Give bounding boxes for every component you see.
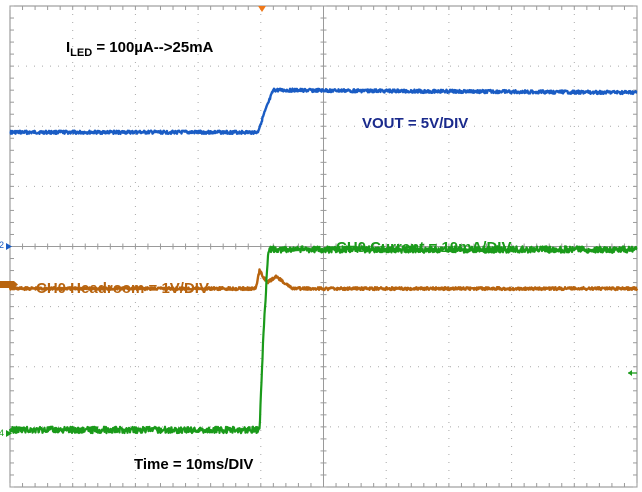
current-marker-label: 4: [0, 428, 4, 438]
channel-markers: 2 4: [0, 6, 637, 438]
vout-scale-label: VOUT = 5V/DIV: [362, 115, 468, 132]
headroom-trace: [8, 268, 639, 292]
ch0-headroom-label: CH0 Headroom = 1V/DIV: [36, 280, 209, 297]
ch0-current-label: CH0 Current = 10mA/DIV: [336, 239, 511, 256]
time-scale-label: Time = 10ms/DIV: [134, 456, 253, 473]
current-marker-arrow: [6, 430, 12, 437]
vout-marker-label: 2: [0, 240, 4, 250]
headroom-marker: [0, 281, 14, 288]
vout-marker-arrow: [6, 243, 12, 250]
traces: [8, 87, 639, 435]
iled-annotation: ILED = 100µA-->25mA: [66, 39, 214, 59]
headroom-marker-tip: [14, 281, 18, 288]
current-trace: [8, 245, 638, 435]
vout-trace: [9, 87, 638, 136]
trigger-position-marker: [258, 6, 266, 12]
